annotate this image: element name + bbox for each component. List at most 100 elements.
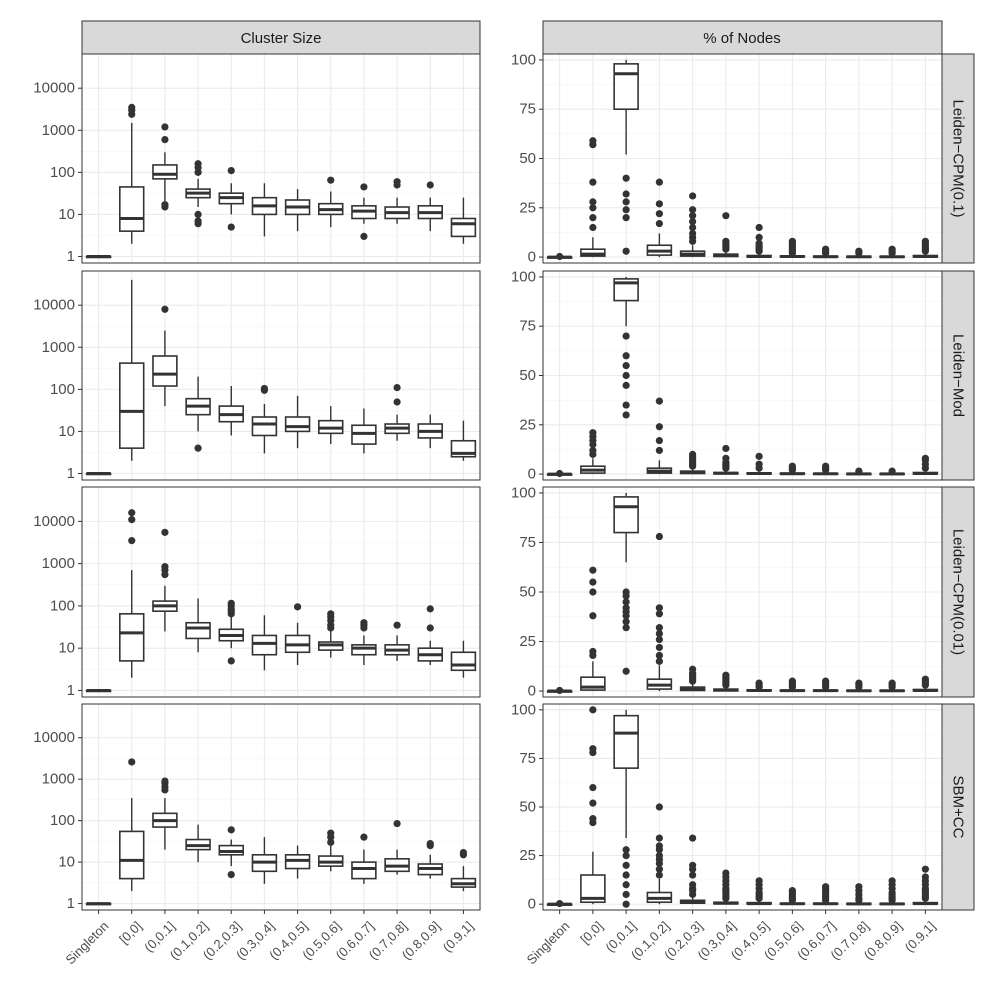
box-singleton	[85, 471, 112, 476]
outlier-point	[327, 829, 335, 837]
y-tick-label: 0	[528, 249, 536, 266]
outlier-point	[622, 900, 630, 908]
outlier-point	[655, 865, 663, 873]
row-strip-label-1: Leiden−Mod	[950, 334, 967, 417]
y-tick-label: 10000	[33, 80, 75, 97]
panel-border	[81, 486, 481, 698]
outlier-point	[622, 588, 630, 596]
box-0-8-0-9	[879, 245, 905, 259]
outlier-point	[589, 647, 597, 656]
box-iqr	[580, 874, 606, 904]
outlier-point	[622, 371, 630, 380]
box-0-1-0-2	[646, 803, 673, 905]
box-0-5-0-6	[318, 176, 344, 228]
row-strip-2	[941, 486, 975, 698]
outlier-point	[655, 871, 663, 879]
outlier-point	[622, 598, 630, 606]
panel-background	[82, 271, 480, 480]
outlier-point	[689, 192, 697, 200]
box-0-6-0-7	[812, 245, 839, 259]
outlier-point	[921, 675, 929, 683]
box-0-1-0-2	[646, 397, 673, 475]
box-0-3-0-4	[713, 671, 739, 692]
y-tick-label: 0	[528, 896, 536, 913]
outlier-point	[655, 436, 663, 445]
box-0-8-0-9	[879, 679, 905, 693]
outlier-point	[655, 200, 663, 208]
box-iqr	[152, 355, 178, 387]
outlier-point	[589, 566, 597, 574]
panel-border	[542, 53, 943, 264]
box-0-8-0-9	[417, 414, 443, 449]
outlier-point	[855, 883, 863, 891]
panel-leiden-cpm-0-01-cluster-size: 1 10 100 1000 10000	[33, 486, 481, 699]
outlier-point	[227, 167, 235, 175]
outlier-point	[722, 671, 730, 679]
y-tick-label: 1	[67, 682, 75, 699]
box-singleton	[85, 688, 112, 693]
outlier-point	[655, 842, 663, 850]
y-tick-label: 25	[519, 847, 536, 864]
box-0-0	[119, 758, 145, 892]
outlier-point	[393, 384, 401, 392]
outlier-point	[655, 630, 663, 638]
outlier-point	[788, 677, 796, 685]
outlier-point	[888, 679, 896, 687]
box-iqr	[613, 63, 639, 111]
box-0-7-0-8	[846, 247, 872, 259]
panel-sbm-cc-cluster-size: 1 10 100 1000 10000	[33, 703, 481, 912]
y-tick-label: 10	[58, 206, 75, 223]
box-iqr	[450, 651, 477, 672]
column-strips: Cluster Size % of Nodes	[81, 20, 943, 55]
box-0-8-0-9	[417, 605, 443, 666]
outlier-point	[128, 509, 136, 517]
outlier-point	[622, 352, 630, 360]
box-0-5-0-6	[318, 829, 344, 872]
box-0-3-0-4	[251, 183, 278, 237]
box-0-7-0-8	[846, 679, 872, 693]
outlier-point	[788, 237, 796, 245]
box-0-9-1	[450, 640, 477, 678]
outlier-point	[622, 667, 630, 675]
box-iqr	[613, 714, 639, 769]
x-tick-label: (0.9,1]	[440, 918, 477, 955]
panels: 1101001000100000255075100110100100010000…	[33, 51, 943, 913]
outlier-point	[426, 181, 434, 189]
outlier-point	[655, 446, 663, 455]
outlier-point	[855, 679, 863, 687]
x-tick-label: Singleton	[524, 918, 573, 967]
box-0-1-0-2	[646, 532, 673, 692]
y-tick-label: 100	[50, 164, 75, 181]
col-strip-pct-nodes-label: % of Nodes	[703, 30, 781, 47]
box-0-1-0-2	[185, 824, 211, 863]
panel-border	[542, 703, 943, 911]
y-tick-label: 50	[519, 367, 536, 384]
outlier-point	[194, 160, 202, 168]
outlier-point	[426, 624, 434, 632]
y-tick-label: 1000	[42, 339, 75, 356]
outlier-point	[822, 677, 830, 685]
outlier-point	[589, 799, 597, 807]
x-tick-label: [0,0]	[116, 918, 144, 946]
box-0-4-0-5	[746, 877, 772, 906]
outlier-point	[655, 803, 663, 811]
box-0-1-0-2	[185, 376, 211, 452]
outlier-point	[589, 815, 597, 823]
outlier-point	[689, 217, 697, 226]
box-0-4-0-5	[284, 189, 311, 232]
outlier-point	[327, 838, 335, 846]
box-0-2-0-3	[218, 599, 244, 665]
y-tick-label: 0	[528, 466, 536, 483]
y-tick-label: 1000	[42, 555, 75, 572]
box-0-7-0-8	[384, 178, 410, 224]
box-0-5-0-6	[779, 462, 806, 476]
outlier-point	[888, 245, 896, 253]
box-singleton	[546, 252, 573, 261]
outlier-point	[589, 204, 597, 212]
box-0-6-0-7	[351, 619, 377, 666]
y-tick-label: 100	[511, 484, 536, 501]
outlier-point	[655, 604, 663, 612]
outlier-point	[426, 605, 434, 613]
outlier-point	[655, 657, 663, 665]
box-0-7-0-8	[846, 883, 872, 906]
